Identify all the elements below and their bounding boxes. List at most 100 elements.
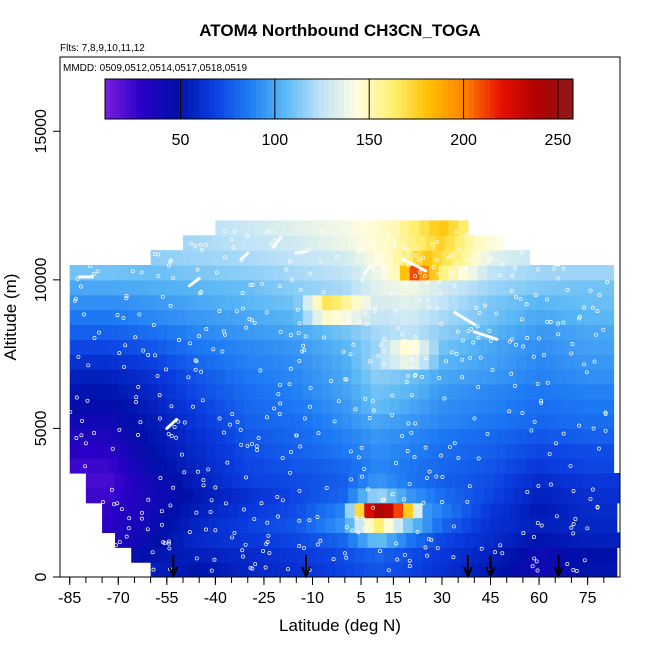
heat-cell (157, 369, 168, 385)
heat-cell (137, 413, 148, 430)
heat-cell (299, 532, 310, 548)
sample-point (161, 540, 166, 545)
sample-point (354, 516, 359, 520)
colorbar-segment (489, 79, 496, 119)
heat-cell (127, 369, 139, 385)
heat-cell (263, 458, 275, 474)
heat-cell (380, 413, 391, 430)
heat-cell (367, 487, 378, 504)
heat-cell (189, 547, 200, 563)
heat-cell (539, 517, 550, 534)
heat-cell (438, 458, 450, 474)
heat-cell (584, 309, 595, 326)
sample-point (68, 409, 73, 414)
heat-cell (166, 398, 178, 415)
colorbar-segment (339, 79, 345, 119)
sample-point (298, 444, 303, 449)
heat-cell (273, 458, 284, 474)
heat-cell (448, 279, 459, 296)
heat-cell (215, 294, 226, 311)
sample-point (530, 564, 535, 569)
colorbar-segment (401, 79, 408, 119)
heat-cell (221, 235, 233, 251)
heat-cell (471, 547, 482, 563)
heat-cell (221, 473, 233, 489)
sample-point (348, 352, 353, 357)
heat-cell (170, 517, 181, 534)
heat-cell (571, 473, 582, 489)
heat-cell (493, 532, 505, 548)
sample-point (389, 291, 394, 296)
colorbar-tick-label: 150 (356, 132, 383, 149)
heat-cell (496, 324, 508, 340)
heat-cell (118, 383, 129, 400)
y-tick-label: 10000 (33, 258, 50, 303)
colorbar-segment (417, 79, 423, 119)
heat-cell (564, 265, 576, 281)
sample-point (356, 248, 361, 253)
heat-cell (568, 547, 579, 563)
sample-point (150, 550, 155, 555)
heat-cell (532, 487, 543, 504)
colorbar-segment (141, 79, 148, 119)
sample-point (166, 539, 171, 544)
heat-cell (441, 517, 453, 534)
heat-cell (179, 502, 191, 519)
heat-cell (331, 324, 343, 340)
heat-cell (176, 294, 187, 311)
heat-cell (244, 383, 255, 400)
heat-cell (215, 309, 226, 326)
sample-point (452, 283, 457, 288)
heat-cell (263, 413, 275, 430)
heat-cell (89, 324, 100, 340)
heat-cell (108, 428, 119, 444)
heat-cell (448, 294, 459, 311)
sample-point (383, 264, 388, 269)
sample-point (410, 365, 415, 370)
sample-point (254, 444, 259, 449)
heat-cell (370, 220, 382, 236)
sample-point (464, 267, 469, 272)
sample-point (222, 255, 227, 260)
heat-cell (409, 220, 420, 236)
sample-point (267, 551, 272, 556)
heat-cell (341, 339, 352, 355)
sample-point (212, 557, 217, 562)
heat-cell (603, 428, 615, 444)
heat-cell (124, 487, 136, 504)
sample-point (420, 375, 424, 379)
sample-point (153, 353, 157, 358)
heat-cell (568, 562, 579, 577)
heat-cell (147, 339, 158, 355)
sample-point (356, 530, 361, 535)
heat-cell (322, 220, 333, 236)
heat-cell (357, 473, 369, 489)
heat-cell (283, 339, 294, 355)
sample-point (380, 498, 385, 503)
heat-cell (312, 413, 323, 430)
colorbar-segment (515, 79, 522, 119)
heat-cell (354, 562, 365, 577)
sample-point (197, 334, 202, 339)
sample-point (509, 337, 514, 342)
sample-point (168, 303, 173, 308)
heat-cell (429, 265, 440, 281)
sample-point (605, 280, 610, 285)
heat-cell (289, 487, 301, 504)
heat-cell (419, 443, 430, 459)
heat-cell (435, 235, 446, 251)
heat-cell (506, 383, 518, 400)
sample-point (498, 543, 503, 548)
sample-point (406, 248, 410, 253)
heat-cell (548, 547, 560, 563)
heat-cell (529, 547, 540, 563)
colorbar-segment (292, 79, 298, 119)
heat-cell (215, 398, 226, 415)
sample-point (232, 229, 237, 234)
sample-point (437, 375, 442, 380)
heat-cell (312, 398, 323, 415)
heat-cell (429, 220, 440, 236)
heat-cell (558, 502, 569, 519)
heat-cell (351, 309, 362, 326)
heat-cell (597, 562, 608, 577)
